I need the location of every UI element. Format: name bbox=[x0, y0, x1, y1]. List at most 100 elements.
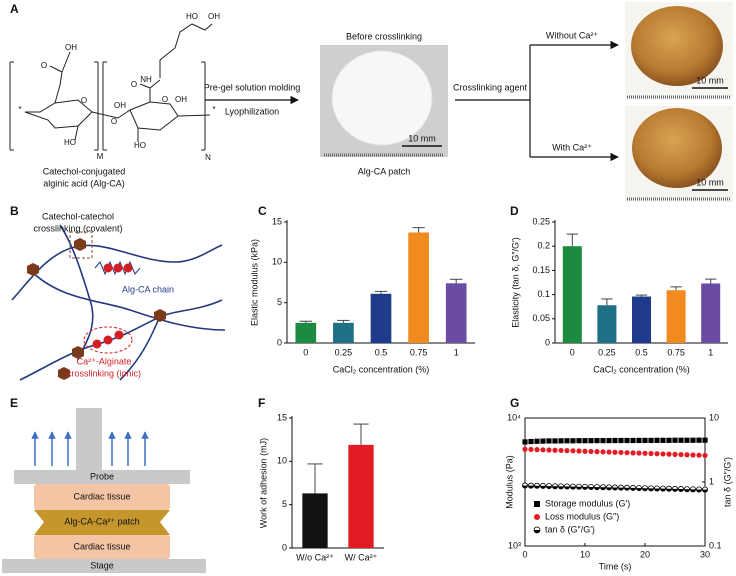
y-axis-label: Elastic modulus (kPa) bbox=[249, 239, 259, 326]
panel-label: F bbox=[258, 396, 265, 410]
y-tick-label: 0.2 bbox=[537, 241, 550, 251]
point bbox=[648, 437, 654, 444]
x-tick-label: 0 bbox=[303, 347, 308, 357]
dashed-box bbox=[69, 231, 93, 259]
x-tick-label: 10 bbox=[580, 549, 590, 559]
point bbox=[672, 451, 678, 457]
x-tick-label: 1 bbox=[708, 347, 713, 357]
legend-marker bbox=[534, 501, 540, 507]
y-tick-label: 10³ bbox=[508, 540, 521, 550]
chem-label: O bbox=[162, 95, 168, 104]
point bbox=[696, 452, 702, 458]
point bbox=[636, 437, 642, 444]
calcium bbox=[92, 339, 102, 349]
chem-label: O bbox=[81, 96, 87, 105]
marker-part bbox=[630, 487, 636, 491]
point bbox=[552, 447, 558, 453]
marker-part bbox=[570, 486, 576, 490]
bar bbox=[370, 293, 392, 343]
step-label: Lyophilization bbox=[225, 106, 279, 116]
bar bbox=[333, 322, 354, 343]
chem-label: N bbox=[205, 153, 211, 162]
marker-part bbox=[540, 485, 546, 489]
x-tick-label: 1 bbox=[454, 347, 459, 357]
bar bbox=[408, 232, 429, 343]
step-label: Pre-gel solution molding bbox=[204, 82, 301, 92]
marker-part bbox=[648, 488, 654, 491]
point bbox=[534, 482, 541, 489]
x-axis-label: Time (s) bbox=[599, 561, 632, 571]
panel-label: A bbox=[10, 2, 19, 16]
point bbox=[570, 438, 576, 444]
probe-rod bbox=[76, 408, 102, 470]
point bbox=[612, 437, 618, 444]
chem-label: OH bbox=[114, 101, 126, 110]
chem-label: M bbox=[97, 152, 104, 161]
point bbox=[534, 447, 540, 453]
point bbox=[624, 450, 630, 456]
x-axis-label: CaCl₂ concentration (%) bbox=[593, 364, 690, 374]
point bbox=[678, 451, 684, 458]
probe bbox=[14, 470, 190, 484]
annotation: Alg-CA chain bbox=[122, 284, 174, 294]
calcium bbox=[114, 330, 124, 340]
x-tick-label: 0.25 bbox=[335, 347, 353, 357]
patch-photo bbox=[632, 108, 722, 188]
point bbox=[636, 450, 642, 456]
agent-label: Crosslinking agent bbox=[453, 82, 528, 92]
bar bbox=[701, 283, 721, 343]
y-tick-label: 0 bbox=[282, 542, 287, 552]
marker-part bbox=[642, 488, 648, 491]
legend-marker bbox=[534, 514, 540, 520]
marker-part bbox=[636, 488, 642, 491]
point bbox=[558, 438, 564, 444]
marker-part bbox=[606, 487, 612, 490]
point bbox=[630, 450, 636, 456]
marker-part bbox=[654, 488, 660, 492]
marker-part bbox=[696, 489, 702, 493]
photo-caption: Alg-CA patch bbox=[358, 166, 411, 176]
x-tick-label: 0.75 bbox=[667, 347, 685, 357]
bar bbox=[295, 322, 317, 343]
annotation: crosslinking (ionic) bbox=[67, 368, 141, 378]
tissue bbox=[34, 484, 170, 510]
marker-part bbox=[528, 485, 534, 489]
marker-part bbox=[702, 489, 708, 493]
point bbox=[576, 483, 583, 490]
y-tick-label: 0 bbox=[277, 337, 282, 347]
point bbox=[636, 485, 643, 492]
marker-part bbox=[582, 486, 588, 490]
point bbox=[672, 437, 678, 443]
point bbox=[582, 448, 588, 454]
point bbox=[540, 447, 546, 453]
marker-part bbox=[678, 489, 684, 492]
point bbox=[546, 483, 553, 490]
point bbox=[654, 485, 661, 492]
point bbox=[684, 452, 690, 458]
layer-label: Alg-CA-Ca²⁺ patch bbox=[64, 516, 139, 526]
point bbox=[684, 486, 691, 493]
point bbox=[570, 448, 576, 454]
marker-part bbox=[612, 487, 618, 491]
scale-label: 10 mm bbox=[696, 177, 724, 187]
panel-label: D bbox=[510, 204, 519, 218]
chem-label: O bbox=[111, 117, 117, 126]
point bbox=[660, 437, 666, 443]
point bbox=[684, 437, 690, 443]
marker-part bbox=[552, 486, 558, 489]
marker-part bbox=[546, 486, 552, 489]
marker-part bbox=[624, 487, 630, 491]
point bbox=[618, 484, 625, 491]
point bbox=[618, 437, 624, 444]
point bbox=[558, 447, 564, 454]
compound-name: alginic acid (Alg-CA) bbox=[43, 178, 125, 188]
point bbox=[648, 450, 654, 457]
x-tick-label: 0.5 bbox=[375, 347, 388, 357]
point bbox=[606, 449, 612, 455]
marker-part bbox=[558, 486, 564, 489]
point bbox=[576, 448, 582, 454]
bar bbox=[562, 246, 582, 343]
marker-part bbox=[576, 486, 582, 490]
legend-label: Loss modulus (G″) bbox=[545, 511, 619, 521]
point bbox=[528, 482, 535, 489]
